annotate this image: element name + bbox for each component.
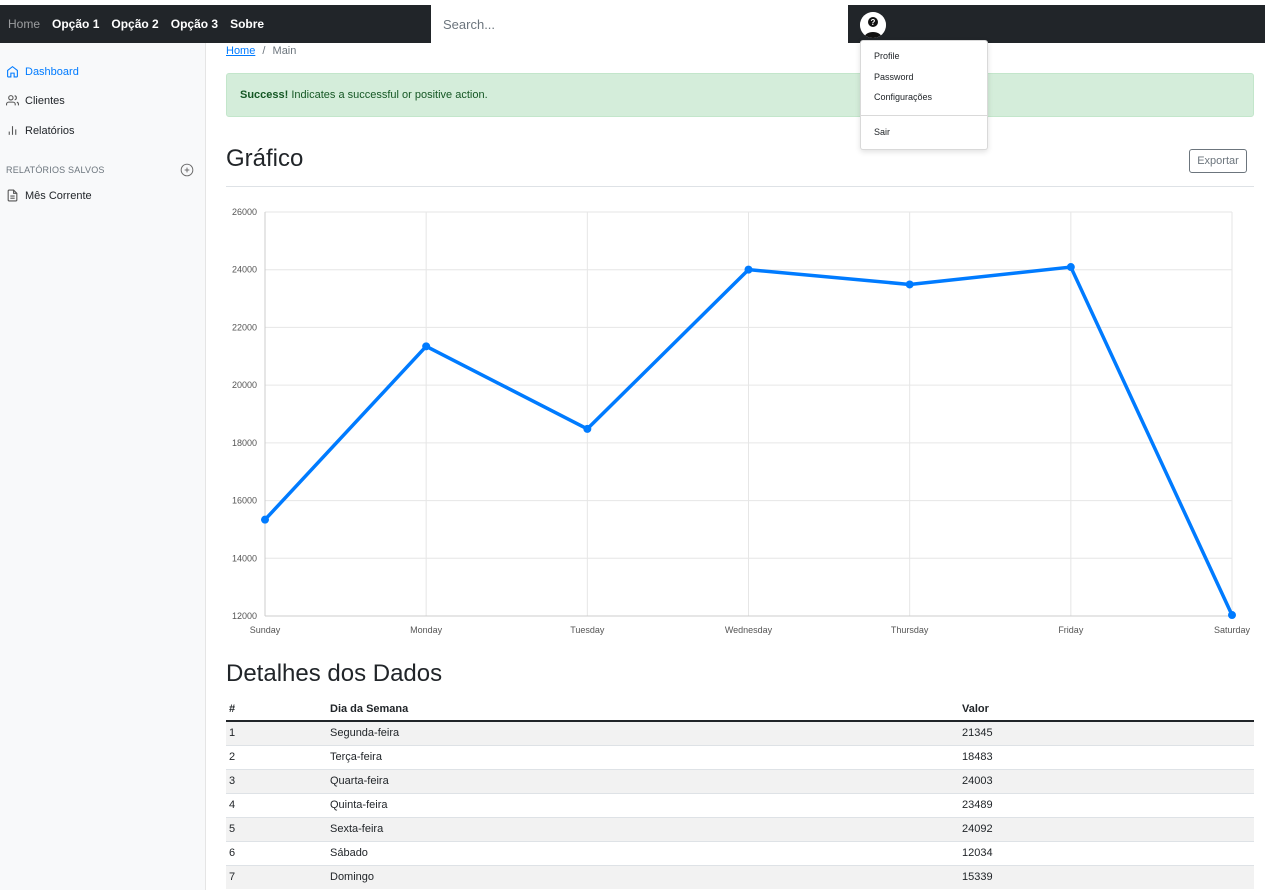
cell-value: 21345 (959, 720, 1254, 745)
y-tick-label: 12000 (232, 611, 257, 621)
cell-day: Segunda-feira (327, 720, 959, 745)
nav-home[interactable]: Home (8, 17, 41, 31)
x-tick-label: Sunday (250, 625, 281, 635)
data-point (583, 424, 592, 433)
breadcrumb-current: Main (272, 45, 297, 57)
col-header-number: # (226, 697, 327, 722)
data-point (261, 515, 269, 524)
sidebar-item-label: Relatórios (25, 124, 75, 137)
nav-sobre[interactable]: Sobre (230, 17, 265, 31)
cell-number: 6 (226, 840, 327, 865)
table-row: 5 Sexta-feira 24092 (226, 816, 1254, 841)
nav-opcao-1[interactable]: Opção 1 (52, 17, 100, 31)
menu-item-sair[interactable]: Sair (874, 127, 891, 137)
user-dropdown-menu: Profile Password Configurações Sair (860, 40, 988, 150)
cell-number: 7 (226, 864, 327, 889)
breadcrumb: Home / Main (226, 45, 296, 57)
top-navbar: Home Opção 1 Opção 2 Opção 3 Sobre ? (0, 5, 1265, 43)
cell-number: 2 (226, 744, 327, 769)
menu-item-profile[interactable]: Profile (874, 51, 900, 61)
x-tick-label: Saturday (1214, 625, 1251, 635)
x-tick-label: Thursday (891, 625, 929, 635)
col-header-value: Valor (959, 697, 1254, 722)
table-row: 6 Sábado 12034 (226, 840, 1254, 865)
data-point (1228, 611, 1236, 620)
cell-number: 4 (226, 792, 327, 817)
breadcrumb-separator: / (262, 45, 266, 57)
cell-value: 15339 (959, 864, 1254, 889)
cell-day: Quinta-feira (327, 792, 959, 817)
table-row: 3 Quarta-feira 24003 (226, 768, 1254, 793)
y-tick-label: 22000 (232, 322, 257, 332)
data-point (905, 280, 914, 289)
cell-value: 18483 (959, 744, 1254, 769)
menu-item-configuracoes[interactable]: Configurações (874, 92, 933, 102)
home-icon (7, 65, 18, 78)
users-icon (6, 95, 19, 106)
sidebar-item-dashboard[interactable]: Dashboard (6, 65, 79, 78)
cell-day: Terça-feira (327, 744, 959, 769)
saved-reports-heading: RELATÓRIOS SALVOS (6, 165, 105, 175)
cell-day: Sexta-feira (327, 816, 959, 841)
sidebar-item-clientes[interactable]: Clientes (6, 94, 65, 107)
alert-text: Indicates a successful or positive actio… (288, 89, 488, 101)
table-header-row: # Dia da Semana Valor (226, 697, 1254, 722)
line-chart: 12000 14000 16000 18000 20000 22000 24000 26000… (232, 207, 1251, 635)
cell-value: 24003 (959, 768, 1254, 793)
data-point (1066, 263, 1075, 272)
search-input[interactable] (431, 5, 848, 43)
plus-circle-icon[interactable] (180, 163, 194, 177)
cell-day: Domingo (327, 864, 959, 889)
cell-value: 24092 (959, 816, 1254, 841)
data-table: # Dia da Semana Valor 1 Segunda-feira 21… (226, 697, 1254, 889)
x-tick-label: Friday (1058, 625, 1084, 635)
cell-day: Sábado (327, 840, 959, 865)
breadcrumb-home[interactable]: Home (226, 45, 256, 57)
x-tick-label: Wednesday (725, 625, 773, 635)
menu-item-password[interactable]: Password (874, 72, 914, 82)
cell-value: 12034 (959, 840, 1254, 865)
table-row: 7 Domingo 15339 (226, 864, 1254, 889)
nav-opcao-3[interactable]: Opção 3 (170, 17, 219, 31)
table-row: 4 Quinta-feira 23489 (226, 792, 1254, 817)
cell-number: 3 (226, 768, 327, 793)
sidebar-item-label: Mês Corrente (25, 189, 92, 202)
cell-number: 1 (226, 720, 327, 745)
export-button[interactable]: Exportar (1189, 149, 1247, 173)
y-tick-label: 14000 (232, 553, 257, 563)
y-tick-label: 24000 (232, 265, 257, 275)
file-text-icon (7, 189, 18, 202)
sidebar-item-mes-corrente[interactable]: Mês Corrente (6, 189, 92, 202)
divider (226, 186, 1254, 187)
data-point (744, 265, 753, 274)
cell-value: 23489 (959, 792, 1254, 817)
sidebar-item-label: Clientes (25, 94, 65, 107)
user-avatar-icon[interactable]: ? (860, 12, 886, 38)
nav-opcao-2[interactable]: Opção 2 (111, 17, 159, 31)
table-title: Detalhes dos Dados (226, 660, 443, 687)
alert-strong: Success! (240, 89, 289, 101)
sidebar: Dashboard Clientes Relatórios RELATÓRIOS… (0, 43, 206, 890)
menu-divider (861, 115, 987, 116)
y-tick-label: 26000 (232, 207, 257, 217)
data-point (422, 342, 431, 351)
y-tick-label: 16000 (232, 496, 257, 506)
y-tick-label: 18000 (232, 438, 257, 448)
success-alert: Success! Indicates a successful or posit… (226, 73, 1254, 117)
x-tick-label: Tuesday (570, 625, 605, 635)
y-tick-label: 20000 (232, 380, 257, 390)
col-header-day: Dia da Semana (327, 697, 959, 722)
sidebar-item-relatorios[interactable]: Relatórios (6, 124, 75, 137)
table-row: 1 Segunda-feira 21345 (226, 720, 1254, 745)
main-nav: Home Opção 1 Opção 2 Opção 3 Sobre (8, 5, 276, 43)
sidebar-item-label: Dashboard (25, 65, 79, 78)
cell-day: Quarta-feira (327, 768, 959, 793)
table-row: 2 Terça-feira 18483 (226, 744, 1254, 769)
cell-number: 5 (226, 816, 327, 841)
page-title: Gráfico (226, 145, 304, 172)
svg-text:?: ? (871, 18, 876, 27)
bar-chart-icon (8, 126, 17, 135)
x-tick-label: Monday (410, 625, 443, 635)
